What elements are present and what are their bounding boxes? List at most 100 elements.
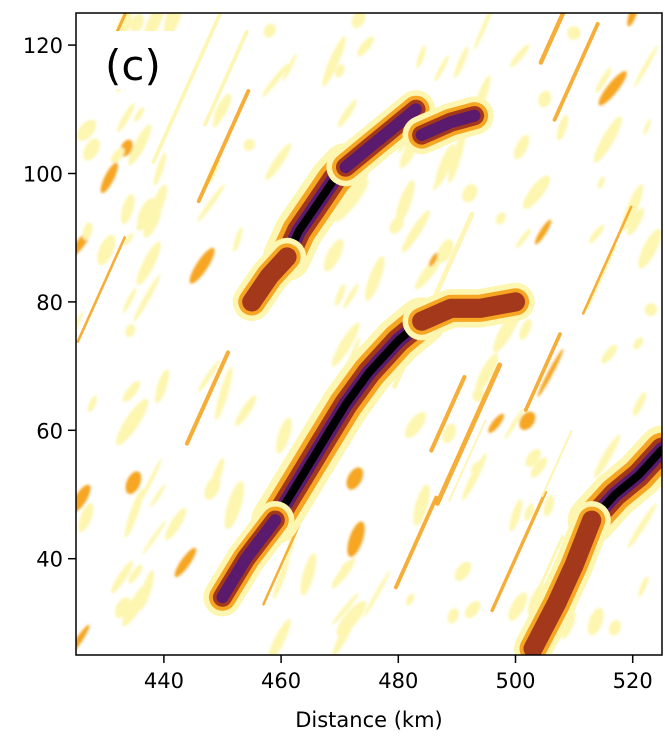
texture-patch — [442, 423, 457, 444]
texture-patch — [608, 620, 621, 636]
texture-patch — [224, 481, 245, 530]
streak — [76, 236, 126, 344]
texture-patch — [263, 23, 276, 38]
texture-patch — [261, 63, 289, 97]
texture-patch — [83, 138, 100, 161]
texture-patch — [405, 593, 415, 606]
texture-patch — [100, 162, 118, 194]
texture-patch — [525, 448, 541, 467]
texture-patch — [508, 592, 528, 621]
texture-patch — [128, 124, 152, 166]
texture-patch — [282, 53, 297, 82]
texture-patch — [142, 520, 167, 555]
texture-patch — [473, 13, 495, 51]
texture-patch — [300, 553, 317, 596]
streak — [184, 350, 231, 446]
texture-patch — [513, 134, 530, 160]
texture-patch — [627, 503, 657, 549]
texture-patch — [643, 118, 651, 136]
texture-patch — [213, 93, 232, 124]
y-tick-label: 80 — [36, 291, 63, 315]
texture-patch — [120, 194, 135, 224]
x-tick-label: 500 — [495, 669, 535, 693]
texture-patch — [331, 322, 360, 367]
feature-band-middle-tail — [203, 501, 295, 617]
texture-patch — [519, 411, 536, 430]
feature-level-5 — [271, 317, 426, 525]
feature-band-lower-right-tail — [513, 501, 611, 655]
texture-patch — [519, 318, 532, 341]
texture-patch — [322, 36, 346, 87]
streak — [393, 495, 439, 590]
streak — [429, 374, 467, 453]
texture-patch — [454, 561, 472, 582]
texture-patch — [435, 143, 455, 187]
texture-patch — [123, 232, 134, 246]
texture-patch — [76, 119, 97, 141]
panel-label: (c) — [105, 41, 161, 90]
texture-patch — [472, 388, 485, 402]
feature-band-middle-head — [402, 282, 535, 341]
texture-patch — [125, 471, 142, 495]
streak — [262, 519, 303, 606]
texture-patch — [209, 457, 225, 496]
texture-patch — [332, 593, 359, 625]
texture-patch — [122, 582, 150, 627]
texture-patch — [130, 13, 144, 33]
texture-patch — [215, 366, 233, 421]
texture-patch — [593, 434, 621, 479]
streak — [203, 30, 249, 127]
texture-patch — [149, 184, 167, 223]
texture-patch — [627, 207, 645, 236]
texture-patch — [415, 252, 444, 290]
texture-patch — [447, 608, 459, 624]
feature-blob-upper-right — [402, 96, 494, 155]
streak — [448, 419, 487, 503]
texture-patch — [174, 547, 197, 578]
texture-patch — [335, 64, 345, 78]
texture-patch — [488, 413, 505, 434]
streak — [581, 205, 633, 315]
streak — [538, 13, 566, 65]
texture-patch — [110, 147, 125, 164]
feature-band-upper-head — [326, 90, 436, 187]
texture-patch — [437, 239, 454, 263]
texture-patch — [588, 225, 605, 244]
texture-patch — [347, 521, 365, 558]
feature-band-upper-tail — [232, 237, 307, 322]
texture-patch — [267, 618, 291, 655]
feature-level-4 — [216, 514, 282, 604]
texture-patch — [150, 484, 166, 508]
texture-patch — [522, 175, 551, 210]
texture-patch — [76, 624, 90, 655]
streak — [529, 534, 565, 609]
streak — [151, 13, 223, 164]
x-tick-label: 460 — [261, 669, 301, 693]
panel-label-group: (c) — [93, 31, 180, 90]
feature-level-3 — [412, 292, 526, 331]
texture-patch — [413, 484, 430, 526]
texture-patch — [601, 344, 618, 364]
texture-patch — [638, 576, 649, 597]
y-tick-label: 40 — [36, 548, 63, 572]
texture-patch — [122, 380, 141, 403]
texture-patch — [189, 247, 215, 284]
feature-level-3 — [242, 247, 297, 312]
texture-patch — [509, 499, 523, 532]
texture-patch — [334, 283, 346, 307]
texture-patch — [598, 71, 627, 106]
texture-patch — [633, 337, 644, 350]
texture-patch — [537, 348, 564, 397]
texture-patch — [337, 99, 357, 128]
feature-level-4 — [339, 103, 422, 174]
texture-patch — [365, 256, 385, 301]
texture-patch — [395, 180, 415, 226]
panel-label-background — [93, 31, 180, 89]
texture-patch — [556, 114, 569, 141]
texture-patch — [627, 13, 639, 27]
x-axis: 440 460 480 500 520 — [144, 655, 653, 693]
streak — [490, 490, 547, 613]
streak — [585, 244, 617, 311]
texture-patch — [116, 398, 149, 446]
